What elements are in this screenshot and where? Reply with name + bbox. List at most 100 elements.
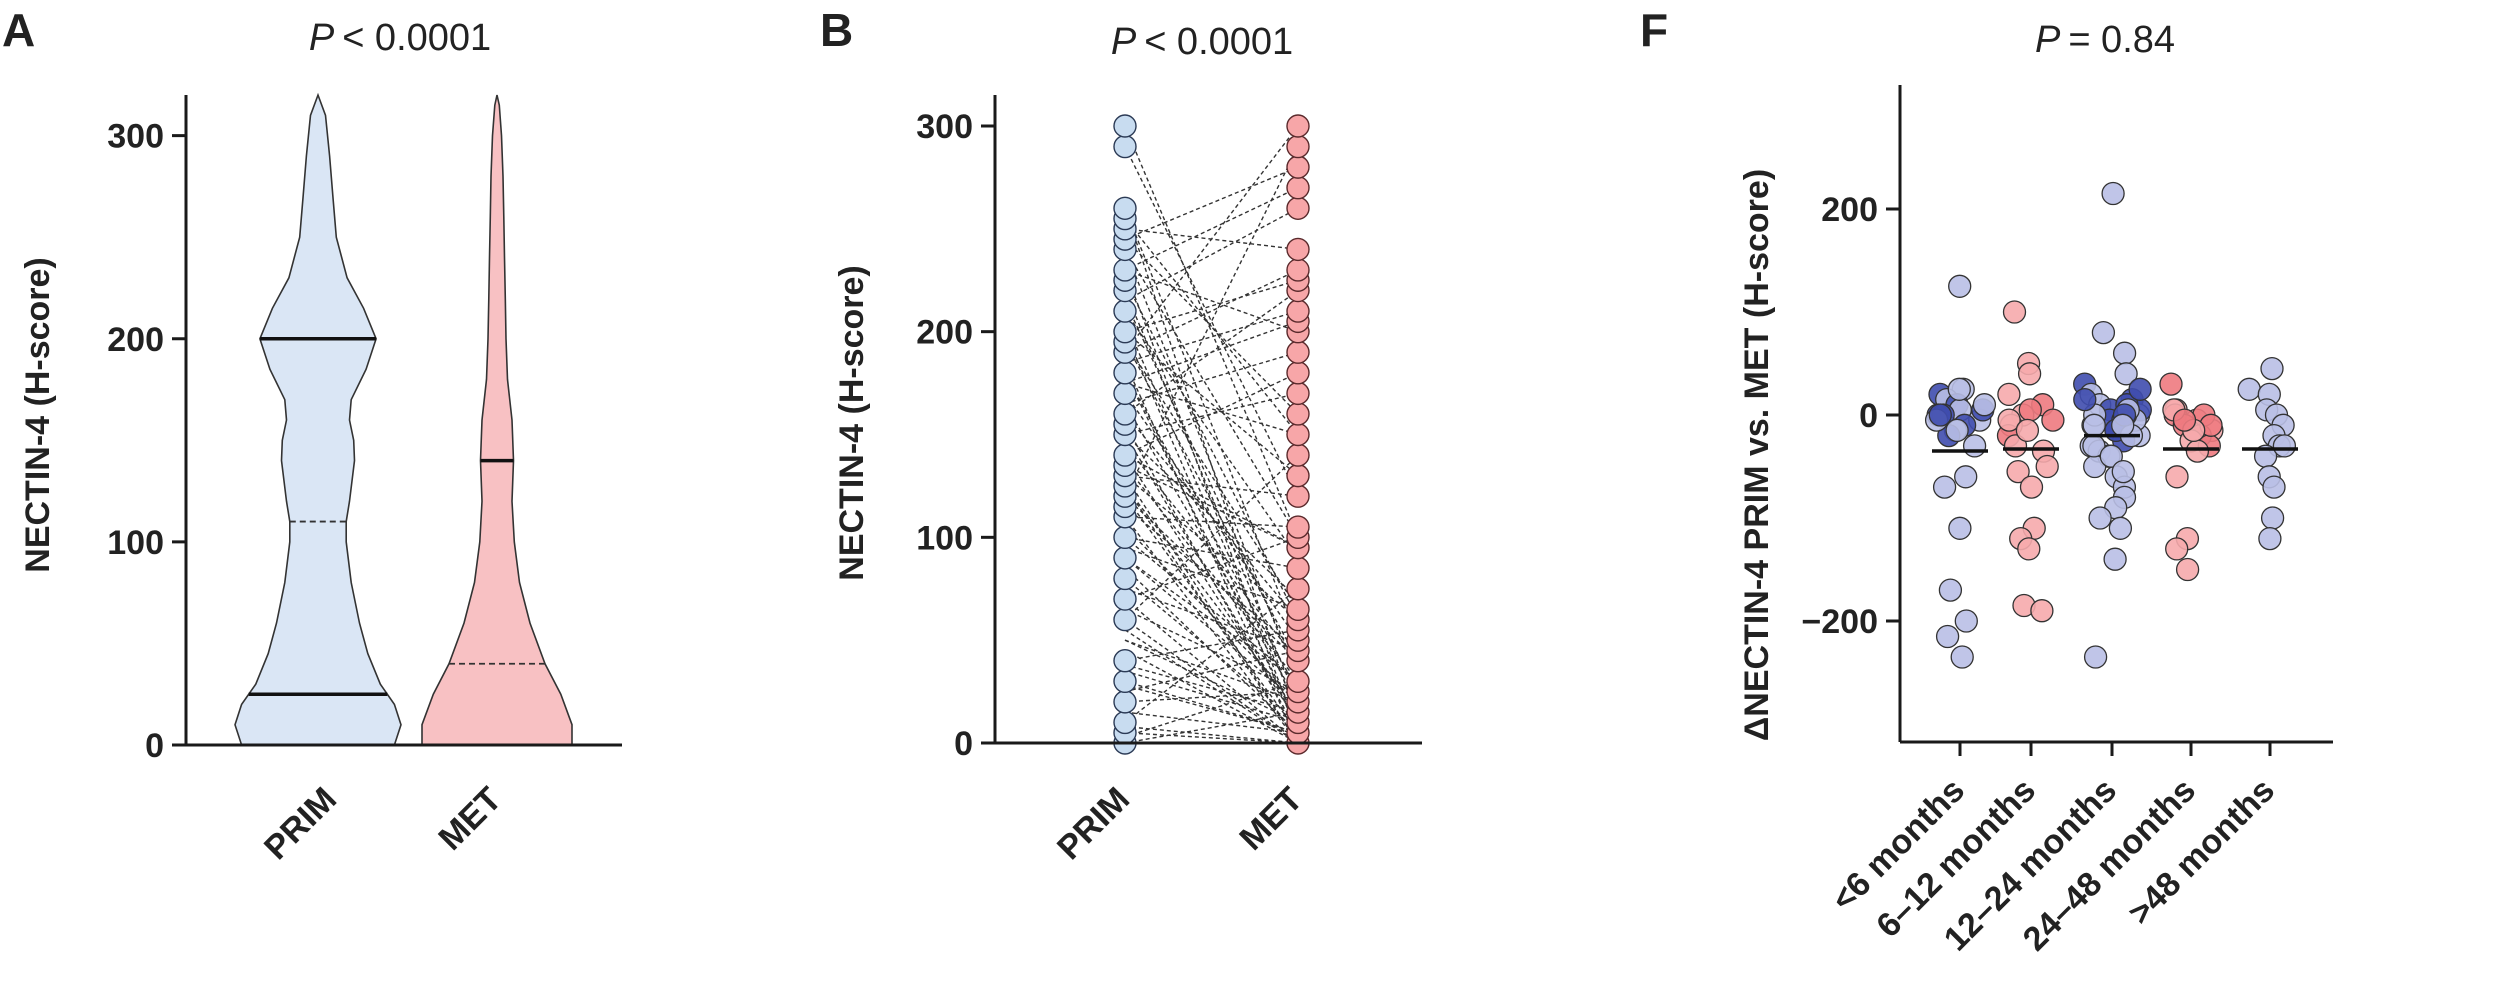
panel-a-violins xyxy=(234,92,573,746)
panel-f-point-g1-16 xyxy=(2017,537,2041,561)
panel-b-pair-line-57 xyxy=(1124,725,1299,744)
panel-b-pair-line-41 xyxy=(1124,269,1299,353)
panel-b: B P < 0.0001 NECTIN-4 (H-score) 0 100 200 30… xyxy=(820,4,1422,867)
panel-f-point-g0-11 xyxy=(1962,434,1987,458)
panel-b-pair-line-6 xyxy=(1124,249,1299,682)
panel-f-point-g1-6 xyxy=(2041,408,2065,432)
panel-f-y-ticks: −200 0 200 xyxy=(1801,191,1900,641)
panel-b-met-point-36 xyxy=(1286,134,1310,159)
panel-f-point-g1-0 xyxy=(2002,300,2027,324)
panel-b-pair-line-23 xyxy=(1124,146,1299,497)
panel-b-pair-line-81 xyxy=(1124,464,1299,549)
panel-a-y-ticks: 0 100 200 300 xyxy=(107,118,186,765)
panel-b-pair-line-47 xyxy=(1124,475,1299,621)
panel-f-p-text: = 0.84 xyxy=(2068,19,2175,61)
panel-b-pair-line-83 xyxy=(1124,526,1299,703)
panel-b-pair-line-77 xyxy=(1124,382,1299,436)
panel-b-category-met: MET xyxy=(1232,780,1310,858)
panel-b-pair-line-67 xyxy=(1124,588,1299,652)
panel-a-tick-label-100: 100 xyxy=(107,524,164,562)
panel-b-met-point-20 xyxy=(1286,443,1310,467)
panel-b-pair-line-88 xyxy=(1124,684,1299,734)
panel-b-pair-line-36 xyxy=(1124,711,1299,744)
panel-b-prim-point-2 xyxy=(1113,710,1137,735)
panel-b-pair-line-30 xyxy=(1124,454,1299,621)
panel-f-point-g2-40 xyxy=(2073,387,2097,412)
panel-f-point-g1-18 xyxy=(2030,599,2054,623)
panel-f-point-g1-12 xyxy=(2006,459,2030,484)
panel-b-met-point-32 xyxy=(1286,237,1310,262)
panel-b-met-point-14 xyxy=(1286,556,1310,580)
panel-f-point-g2-24 xyxy=(2108,516,2133,540)
panel-b-pair-line-72 xyxy=(1124,269,1299,733)
panel-b-p-value: P < 0.0001 xyxy=(1111,21,1293,63)
panel-b-pair-line-87 xyxy=(1124,664,1299,713)
panel-f-point-g3-18 xyxy=(2172,408,2197,432)
panel-b-met-point-35 xyxy=(1286,155,1310,179)
panel-b-pair-line-19 xyxy=(1124,372,1299,456)
panel-b-prim-point-35 xyxy=(1113,134,1137,159)
panel-f-point-g0-23 xyxy=(1972,393,1997,417)
panel-b-pair-line-85 xyxy=(1124,608,1299,693)
panel-f-point-g1-13 xyxy=(2019,475,2044,499)
violin-prim xyxy=(234,92,402,746)
panel-b-prim-point-36 xyxy=(1113,114,1137,138)
panel-b-tick-label-300: 300 xyxy=(916,108,973,146)
panel-f-point-g2-1 xyxy=(2091,320,2116,345)
panel-b-pair-line-45 xyxy=(1124,392,1299,436)
panel-b-pair-line-37 xyxy=(1124,166,1299,240)
panel-b-pair-line-10 xyxy=(1124,310,1299,559)
panel-b-pair-line-13 xyxy=(1124,125,1299,353)
panel-f-point-g0-12 xyxy=(1954,465,1978,489)
panel-b-pair-line-5 xyxy=(1124,238,1299,415)
panel-f-point-g4-1 xyxy=(2237,377,2261,401)
panel-b-met-point-21 xyxy=(1286,422,1310,447)
panel-b-met-point-34 xyxy=(1286,175,1310,200)
panel-b-met-point-22 xyxy=(1286,402,1310,426)
panel-f-medians xyxy=(1932,433,2298,453)
panel-f-point-g2-39 xyxy=(2111,413,2135,437)
panel-b-prim-point-8 xyxy=(1113,566,1137,591)
panel-b-pair-line-84 xyxy=(1124,567,1299,734)
panel-b-pair-line-8 xyxy=(1124,279,1299,620)
panel-b-pair-line-38 xyxy=(1124,187,1299,271)
panel-b-category-prim: PRIM xyxy=(1050,780,1137,867)
panel-b-pair-line-43 xyxy=(1124,320,1299,384)
panel-f-point-g0-15 xyxy=(1938,578,1963,602)
panel-b-pair-line-25 xyxy=(1124,516,1299,528)
panel-a-y-axis-label: NECTIN-4 (H-score) xyxy=(19,257,57,572)
panel-b-pair-line-44 xyxy=(1124,351,1299,405)
panel-f-point-g1-19 xyxy=(1997,408,2021,432)
panel-f-tick-label-2: 200 xyxy=(1821,191,1878,229)
panel-f-point-g2-42 xyxy=(2099,444,2123,468)
panel-b-prim-point-22 xyxy=(1113,361,1137,385)
panel-b-pair-line-60 xyxy=(1124,372,1299,692)
panel-f-point-g3-9 xyxy=(2185,439,2210,463)
panel-f-point-g3-10 xyxy=(2165,465,2189,489)
panel-letter-f: F xyxy=(1640,4,1668,56)
panel-f-point-g4-12 xyxy=(2258,526,2282,551)
panel-b-pair-line-58 xyxy=(1124,680,1299,738)
panel-b-pair-line-56 xyxy=(1124,711,1299,734)
panel-b-pair-line-62 xyxy=(1124,454,1299,723)
panel-f-point-g3-0 xyxy=(2159,372,2183,396)
panel-b-pair-line-42 xyxy=(1124,310,1299,364)
panel-f-p-italic: P xyxy=(2035,19,2061,61)
panel-f-point-g2-43 xyxy=(2111,459,2135,484)
panel-b-y-axis-label: NECTIN-4 (H-score) xyxy=(833,265,871,580)
panel-f-tick-label-0: −200 xyxy=(1801,603,1878,641)
panel-b-pair-line-12 xyxy=(1124,341,1299,662)
panel-b-met-point-33 xyxy=(1286,196,1310,220)
panel-a-p-italic: P xyxy=(309,17,335,59)
panel-a: A P < 0.0001 NECTIN-4 (H-score) 0 100 200 30… xyxy=(2,4,622,867)
panel-f-point-g2-3 xyxy=(2114,362,2138,386)
panel-b-pair-line-14 xyxy=(1124,372,1299,723)
panel-f-point-g1-9 xyxy=(2003,434,2028,458)
panel-b-pair-line-50 xyxy=(1124,546,1299,610)
panel-b-met-point-12 xyxy=(1286,597,1310,622)
panel-b-p-italic: P xyxy=(1111,21,1137,63)
panel-b-pair-lines xyxy=(1124,125,1299,744)
panel-f-point-g1-2 xyxy=(2017,362,2042,386)
panel-b-pair-line-65 xyxy=(1124,516,1299,744)
panel-f-point-g0-18 xyxy=(1950,645,1974,669)
